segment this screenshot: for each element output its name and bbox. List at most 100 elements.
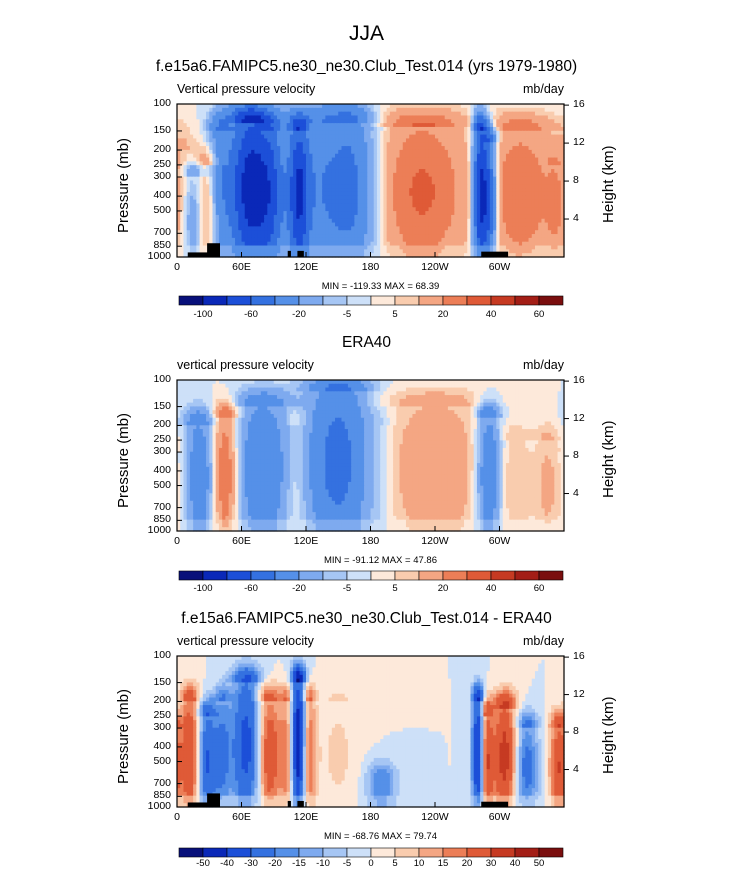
field-cell: [405, 172, 410, 178]
field-cell: [206, 218, 210, 224]
field-cell: [431, 123, 436, 128]
field-cell: [393, 237, 397, 243]
field-cell: [528, 138, 533, 143]
field-cell: [489, 142, 494, 147]
field-cell: [509, 104, 514, 109]
field-cell: [225, 153, 230, 159]
field-cell: [296, 176, 301, 182]
field-cell: [441, 169, 446, 174]
field-cell: [364, 207, 368, 212]
field-cell: [264, 172, 268, 178]
field-cell: [515, 230, 520, 235]
field-cell: [212, 104, 217, 109]
field-cell: [241, 172, 246, 178]
field-cell: [206, 111, 210, 117]
variable-label: vertical pressure velocity: [177, 358, 314, 372]
field-cell: [254, 146, 259, 151]
field-cell: [302, 188, 307, 193]
field-cell: [264, 218, 268, 224]
field-cell: [260, 199, 265, 205]
field-cell: [360, 234, 365, 239]
field-cell: [183, 211, 188, 216]
field-cell: [386, 115, 391, 120]
field-cell: [202, 195, 207, 201]
field-cell: [457, 149, 462, 155]
field-cell: [309, 172, 314, 178]
field-cell: [257, 237, 262, 243]
field-cell: [528, 157, 533, 162]
field-cell: [360, 169, 365, 174]
field-cell: [470, 207, 475, 212]
field-cell: [225, 191, 230, 197]
field-cell: [338, 184, 343, 189]
field-cell: [467, 237, 472, 243]
field-cell: [467, 107, 472, 113]
field-cell: [344, 119, 349, 124]
field-cell: [557, 218, 562, 224]
field-cell: [367, 222, 372, 227]
field-cell: [206, 142, 210, 147]
field-cell: [431, 253, 436, 258]
field-cell: [283, 249, 288, 254]
field-cell: [486, 119, 491, 124]
field-cell: [341, 188, 346, 193]
field-cell: [228, 172, 233, 178]
field-cell: [276, 142, 281, 147]
field-cell: [202, 249, 207, 254]
field-cell: [376, 146, 381, 151]
field-cell: [547, 191, 552, 197]
field-cell: [273, 249, 278, 254]
field-cell: [518, 203, 523, 208]
field-cell: [467, 184, 472, 189]
field-cell: [389, 176, 394, 182]
field-cell: [341, 191, 346, 197]
field-cell: [189, 214, 194, 220]
field-cell: [228, 176, 233, 182]
field-cell: [438, 165, 443, 170]
field-cell: [231, 203, 236, 208]
field-cell: [509, 218, 514, 224]
field-cell: [257, 253, 262, 258]
field-cell: [505, 149, 510, 155]
field-cell: [315, 203, 320, 208]
field-cell: [370, 245, 375, 250]
field-cell: [309, 195, 314, 201]
field-cell: [460, 226, 465, 231]
field-cell: [496, 107, 501, 113]
field-cell: [264, 253, 268, 258]
field-cell: [370, 157, 375, 162]
field-cell: [180, 126, 185, 132]
field-cell: [386, 245, 391, 250]
field-cell: [364, 115, 368, 120]
field-cell: [344, 245, 349, 250]
field-cell: [283, 104, 288, 109]
field-cell: [322, 146, 326, 151]
field-cell: [344, 241, 349, 247]
field-cell: [554, 199, 559, 205]
field-cell: [215, 138, 220, 143]
field-cell: [193, 123, 197, 128]
field-cell: [496, 161, 501, 166]
field-cell: [264, 245, 268, 250]
field-cell: [515, 191, 520, 197]
field-cell: [441, 119, 446, 124]
field-cell: [251, 226, 255, 231]
field-cell: [186, 142, 191, 147]
field-cell: [315, 142, 320, 147]
field-cell: [473, 191, 478, 197]
field-cell: [273, 161, 278, 166]
field-cell: [186, 214, 191, 220]
field-cell: [251, 126, 255, 132]
field-cell: [467, 169, 472, 174]
height-tick-label: 16: [573, 98, 585, 111]
field-cell: [280, 218, 285, 224]
field-cell: [312, 253, 317, 258]
field-cell: [225, 115, 230, 120]
field-cell: [299, 165, 304, 170]
pressure-tick-label: 400: [153, 189, 171, 202]
field-cell: [383, 226, 388, 231]
field-cell: [299, 142, 304, 147]
field-cell: [299, 169, 304, 174]
field-cell: [473, 222, 478, 227]
field-cell: [376, 149, 381, 155]
